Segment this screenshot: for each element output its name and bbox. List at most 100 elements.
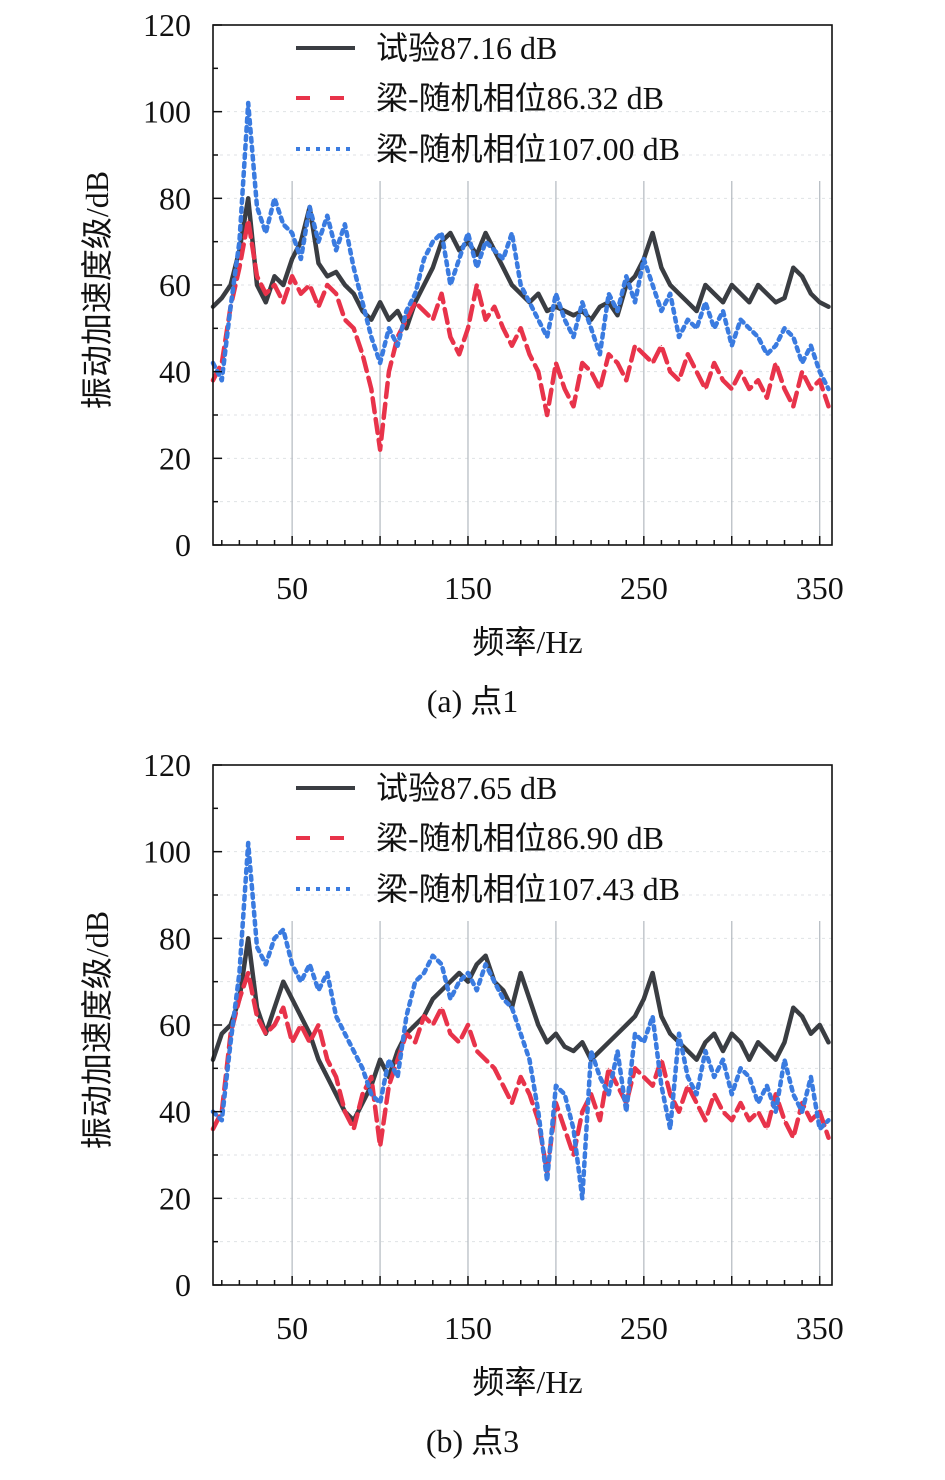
chart-a-series-dot-point [695,327,698,329]
chart-a-series-dash-point [335,293,337,295]
chart-a-series-solid-point [458,249,460,251]
chart-a-series-dash-point [704,388,706,390]
chart-a-ytick-label: 0 [175,527,191,563]
chart-a-series-dash-point [282,301,284,303]
chart-a-series-dot-point [775,345,777,347]
chart-b-series-dash-point [652,1085,654,1087]
chart-b-series-solid-point [713,1033,715,1035]
chart-a-series-dash-point [344,319,346,321]
chart-a-xtick-label: 350 [796,570,844,606]
chart-b-ytick-label: 120 [143,747,191,783]
chart-b-series-solid-point [546,1041,548,1043]
chart-b-series-dash-point [634,1067,636,1069]
chart-a-series-dash-point [783,388,786,390]
chart-b-series-dash-point [247,972,249,974]
chart-b-series-dot-point [616,1050,619,1052]
chart-a-series-dot-point [608,293,610,295]
chart-b-series-dot-point [335,1015,337,1017]
chart-b-series-dot-point [405,1015,408,1017]
chart-a-series-solid-point [221,297,223,299]
chart-b-series-dot-point [590,1050,592,1052]
chart-a-series-dash-point [616,362,619,364]
chart-a-series-dot-point [520,284,522,286]
chart-b-series-dot-point [634,1033,636,1035]
chart-b-series-dash-point [511,1102,513,1104]
chart-b-series-dash-point [493,1067,495,1069]
chart-b-series-dash-point [695,1102,698,1104]
chart-a-ytick-label: 120 [143,7,191,43]
chart-b-series-dot-point [652,1015,654,1017]
chart-b-series-dot-point [361,1067,364,1069]
chart-a-series-dot-point [432,241,434,243]
chart-a-series-solid-point [247,197,249,199]
chart-b-series-solid-point [282,981,284,983]
chart-a-series-dash-point [449,336,452,338]
chart-a-series-solid-point [739,293,742,295]
chart-a-series-dash-point [669,371,671,373]
chart-a-series-solid-point [810,293,812,295]
chart-b-series-solid-point [449,981,452,983]
chart-b-series-solid-point [414,1024,416,1026]
chart-b-series-solid-point [801,1015,803,1017]
chart-b-series-dot-point [265,963,267,965]
chart-a-series-dash-point [379,449,381,451]
chart-a-series-dash-point [695,371,698,373]
chart-a-series-dash-point [370,388,372,390]
chart-b-series-dot-point [572,1128,575,1130]
chart-b-series-dot-point [643,1041,645,1043]
chart-b-series-dash-point [335,1076,337,1078]
chart-b-series-dot-point [827,1119,830,1121]
chart-a-series-dash-point [643,353,645,355]
chart-a-series-solid-point [687,301,689,303]
chart-a-series-dot-point [326,215,328,217]
chart-b-legend-label: 梁-随机相位107.43 dB [376,871,680,907]
chart-a-series-dash-point [317,306,320,308]
chart-b-series-solid-point [748,1059,750,1061]
chart-b-series-solid-point [810,1033,812,1035]
chart-a-series-dot-point [361,301,364,303]
chart-b-series-dot-point [467,972,469,974]
chart-b-series-dot-point [555,1085,557,1087]
chart-a-series-dot-point [572,336,575,338]
chart-a-series-dot-point [353,267,355,269]
chart-b-legend-label: 试验87.65 dB [376,770,557,806]
chart-a-series-solid-point [537,293,539,295]
chart-a-series-dash-point [731,388,733,390]
chart-b-series-dot-point [229,1041,232,1043]
chart-a-series-solid-point [432,267,434,269]
chart-b-series-dash-point [687,1085,689,1087]
chart-a-legend-label: 梁-随机相位107.00 dB [376,131,680,167]
chart-a-series-dot-point [317,241,320,243]
chart-b-series-dot-point [247,842,249,844]
chart-a-series-dot-point [273,197,276,199]
chart-b-ytick-label: 0 [175,1267,191,1303]
chart-a-series-dot-point [370,336,372,338]
chart-a-series-solid-point [273,275,276,277]
chart-b-series-dash-point [739,1102,742,1104]
chart-a-series-dot-point [783,327,786,329]
chart-a-series-dot-point [704,301,706,303]
chart-a-series-solid-point [757,284,759,286]
chart-b-series-dot-point [520,1033,522,1035]
chart-a-series-dash-point [493,306,495,308]
chart-b-series-dash-point [291,1041,293,1043]
chart-a-series-solid-point [370,319,372,321]
chart-b-series-solid-point [783,1041,786,1043]
chart-a-series-dash-point [625,379,627,381]
chart-a-series-dash-point [819,379,821,381]
chart-a-series-dash-point [810,388,812,390]
chart-b-series-dot-point [414,981,416,983]
chart-a-series-dot-point [300,258,302,260]
chart-b-series-dot-point [317,989,320,991]
chart-a-series-solid-point [476,254,478,256]
chart-a-series-dot-point [397,345,399,347]
chart-a-series-dot-point [739,319,742,321]
chart-a-series-solid-point [652,232,654,234]
chart-b-series-dash-point [748,1119,750,1121]
chart-b-series-dash-point [317,1024,320,1026]
chart-a-series-dash-point [564,388,566,390]
chart-a-series-solid-point [238,249,240,251]
chart-b-series-solid-point [660,1015,663,1017]
chart-a-series-dot-point [819,371,821,373]
chart-b-series-dot-point [608,1093,610,1095]
